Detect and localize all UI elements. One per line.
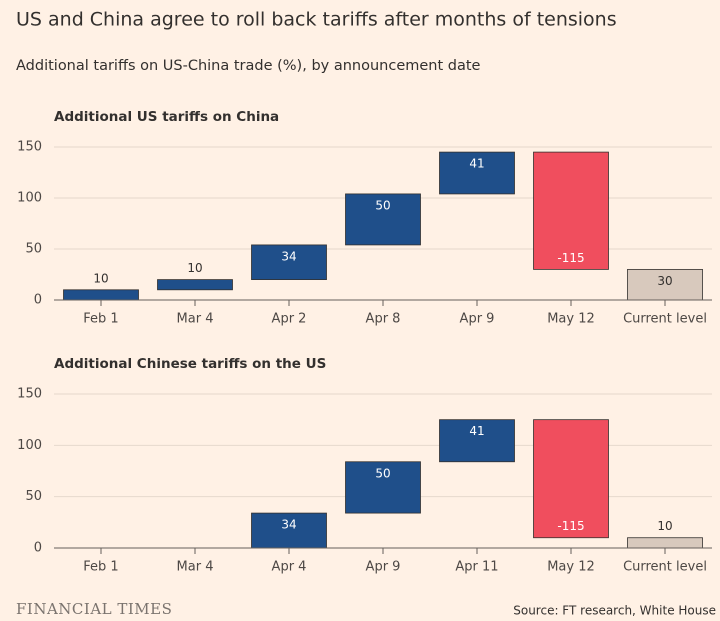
panel-title: Additional Chinese tariffs on the US <box>54 356 326 372</box>
bar <box>533 151 609 270</box>
brand: FINANCIAL TIMES <box>16 600 172 618</box>
bar <box>627 268 703 301</box>
bar <box>533 419 609 539</box>
x-tick-label: Current level <box>623 312 707 327</box>
x-tick-label: Current level <box>623 560 707 575</box>
value-label: 10 <box>187 261 202 275</box>
y-tick-label: 0 <box>34 541 42 556</box>
x-tick-label: May 12 <box>547 312 595 327</box>
value-label: 30 <box>657 274 672 288</box>
subtitle: Additional tariffs on US-China trade (%)… <box>16 58 481 74</box>
y-tick-label: 0 <box>34 293 42 308</box>
y-tick-label: 150 <box>17 140 42 155</box>
x-tick-label: Apr 8 <box>366 312 401 327</box>
value-label: -115 <box>557 519 584 533</box>
x-tick-label: Mar 4 <box>177 560 214 575</box>
value-label: -115 <box>557 251 584 265</box>
value-label: 50 <box>375 198 390 212</box>
bar <box>439 151 515 195</box>
bar <box>251 244 327 280</box>
bar <box>157 279 233 291</box>
value-label: 50 <box>375 466 390 480</box>
value-label: 34 <box>281 518 296 532</box>
x-tick-label: May 12 <box>547 560 595 575</box>
bar <box>345 461 421 514</box>
source: Source: FT research, White House <box>513 604 716 618</box>
x-tick-label: Feb 1 <box>83 312 118 327</box>
bar <box>627 537 703 549</box>
y-tick-label: 50 <box>25 242 42 257</box>
value-label: 10 <box>93 271 108 285</box>
y-tick-label: 100 <box>17 191 42 206</box>
y-tick-label: 50 <box>25 489 42 504</box>
value-label: 34 <box>281 249 296 263</box>
value-label: 10 <box>657 519 672 533</box>
y-tick-label: 150 <box>17 387 42 402</box>
y-tick-label: 100 <box>17 438 42 453</box>
x-tick-label: Apr 9 <box>460 312 495 327</box>
x-tick-label: Apr 2 <box>272 312 307 327</box>
x-tick-label: Mar 4 <box>177 312 214 327</box>
bar <box>439 419 515 463</box>
bar <box>345 193 421 246</box>
value-label: 41 <box>469 424 484 438</box>
x-tick-label: Feb 1 <box>83 560 118 575</box>
title: US and China agree to roll back tariffs … <box>16 9 617 31</box>
value-label: 41 <box>469 157 484 171</box>
bar <box>63 289 139 301</box>
panel-title: Additional US tariffs on China <box>54 109 279 125</box>
x-tick-label: Apr 9 <box>366 560 401 575</box>
x-tick-label: Apr 11 <box>455 560 498 575</box>
x-tick-label: Apr 4 <box>272 560 307 575</box>
